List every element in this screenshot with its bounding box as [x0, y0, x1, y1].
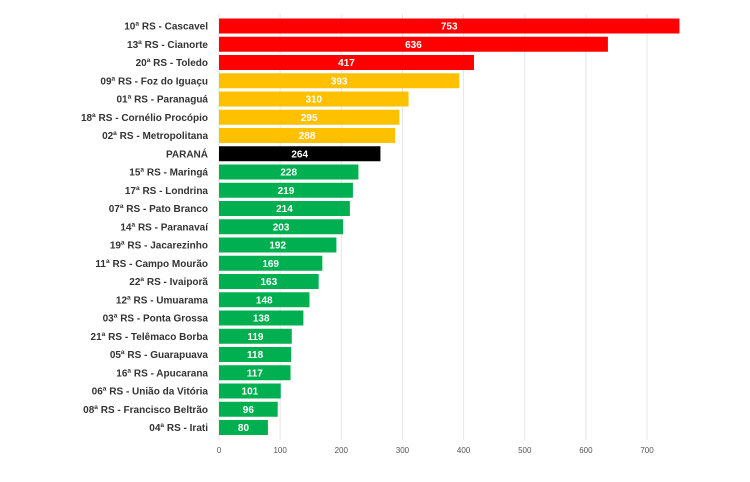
bar	[219, 292, 310, 308]
category-label: 02ª RS - Metropolitana	[102, 131, 208, 142]
bar	[219, 146, 381, 162]
bar-value-label: 163	[260, 277, 277, 288]
bar-value-label: 119	[247, 332, 264, 343]
bar-value-label: 295	[301, 113, 318, 124]
category-label: 15ª RS - Maringá	[129, 168, 208, 179]
bar-value-label: 192	[269, 241, 286, 252]
x-tick-label: 100	[273, 446, 287, 455]
category-label: 17ª RS - Londrina	[125, 186, 209, 197]
category-label: 16ª RS - Apucarana	[116, 368, 208, 379]
x-tick-label: 200	[335, 446, 349, 455]
x-tick-label: 400	[457, 446, 471, 455]
bar-value-label: 169	[262, 259, 279, 270]
bar-value-label: 148	[256, 295, 273, 306]
bar-value-label: 264	[291, 149, 308, 160]
bars: 753 636 417 393 310 295 288 264 228 219 214 203 192 1…	[219, 18, 680, 435]
bar-value-label: 203	[273, 222, 290, 233]
bar	[219, 219, 344, 235]
x-tick-label: 600	[579, 446, 593, 455]
category-label: 18ª RS - Cornélio Procópio	[81, 113, 208, 124]
x-tick-label: 300	[396, 446, 410, 455]
x-tick-label: 700	[640, 446, 654, 455]
category-label: 22ª RS - Ivaiporã	[129, 277, 208, 288]
bar	[219, 328, 292, 344]
bar	[219, 91, 409, 107]
bar	[219, 383, 281, 399]
bar	[219, 36, 608, 52]
bar-value-label: 138	[253, 314, 270, 325]
bar	[219, 128, 396, 143]
bar-value-label: 753	[441, 22, 458, 33]
category-labels: 10ª RS - Cascavel 13ª RS - Cianorte 20ª RS…	[81, 22, 209, 435]
category-label: 04ª RS - Irati	[149, 423, 208, 434]
category-label: 11ª RS - Campo Mourão	[95, 259, 208, 270]
bar	[219, 109, 400, 125]
category-label: 05ª RS - Guarapuava	[110, 350, 209, 361]
category-label: 19ª RS - Jacarezinho	[110, 241, 208, 252]
bar-value-label: 288	[299, 131, 316, 142]
bar-value-label: 80	[238, 423, 250, 434]
bar	[219, 274, 319, 289]
bar-value-label: 117	[247, 368, 264, 379]
bar-value-label: 214	[276, 204, 293, 215]
bar	[219, 164, 359, 180]
bar-value-label: 219	[278, 186, 295, 197]
bar-value-label: 417	[338, 58, 355, 69]
category-label: 09ª RS - Foz do Iguaçu	[100, 76, 208, 87]
x-tick-label: 0	[217, 446, 222, 455]
x-axis-ticks: 0 100 200 300 400 500 600 700	[217, 446, 654, 455]
category-label: 03ª RS - Ponta Grossa	[103, 314, 209, 325]
bar-value-label: 310	[305, 95, 322, 106]
bar	[219, 18, 680, 34]
category-label: 20ª RS - Toledo	[136, 58, 208, 69]
x-tick-label: 500	[518, 446, 532, 455]
bar	[219, 365, 291, 381]
category-label: 13ª RS - Cianorte	[127, 40, 208, 51]
bar	[219, 55, 474, 70]
category-label: 14ª RS - Paranavaí	[120, 222, 209, 233]
bar-value-label: 101	[242, 387, 259, 398]
bar	[219, 420, 268, 435]
bar	[219, 182, 353, 198]
category-label: 06ª RS - União da Vitória	[92, 387, 209, 398]
bar	[219, 347, 292, 362]
bar	[219, 310, 304, 326]
bar-value-label: 96	[243, 405, 255, 416]
bar-value-label: 118	[247, 350, 264, 361]
bar	[219, 255, 323, 271]
category-label: 10ª RS - Cascavel	[124, 22, 208, 33]
bar-value-label: 228	[280, 168, 297, 179]
category-label: PARANÁ	[166, 147, 208, 160]
bar	[219, 201, 350, 216]
bar-value-label: 393	[331, 76, 348, 87]
bar	[219, 73, 460, 89]
category-label: 01ª RS - Paranaguá	[116, 95, 208, 106]
bar	[219, 401, 278, 417]
category-label: 07ª RS - Pato Branco	[109, 204, 208, 215]
category-label: 12ª RS - Umuarama	[116, 295, 209, 306]
bar-value-label: 636	[405, 40, 422, 51]
category-label: 08ª RS - Francisco Beltrão	[83, 405, 208, 416]
bar	[219, 237, 337, 253]
category-label: 21ª RS - Telêmaco Borba	[91, 332, 209, 343]
